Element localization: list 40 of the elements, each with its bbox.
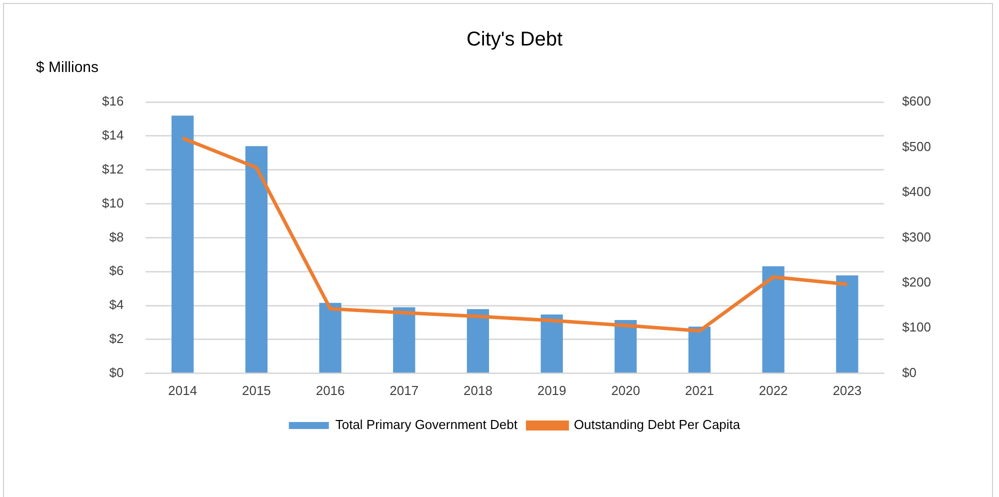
y2-tick-label: $200 (902, 274, 931, 290)
x-tick-label: 2019 (537, 382, 566, 398)
bar (319, 302, 342, 373)
x-tick-label: 2022 (758, 382, 788, 398)
x-tick-label: 2018 (464, 382, 492, 398)
bar (836, 275, 858, 373)
x-tick-label: 2023 (832, 382, 862, 398)
y-tick-label: $16 (102, 94, 124, 109)
chart-title: City's Debt (466, 28, 563, 51)
bar (393, 307, 416, 373)
y2-tick-label: $400 (902, 184, 931, 200)
bar (466, 309, 490, 373)
y2-tick-label: $600 (902, 94, 931, 109)
y2-tick-label: $0 (902, 364, 917, 380)
legend-label: Outstanding Debt Per Capita (574, 417, 741, 432)
y-tick-label: $8 (109, 229, 124, 244)
y-tick-label: $14 (102, 128, 124, 143)
y-tick-label: $2 (109, 331, 124, 346)
x-tick-label: 2021 (685, 382, 714, 398)
bar (172, 116, 194, 373)
y2-tick-label: $500 (902, 138, 931, 154)
x-tick-label: 2016 (316, 382, 345, 398)
x-tick-label: 2020 (611, 382, 640, 398)
bar (688, 326, 711, 373)
y-tick-label: $10 (102, 195, 124, 210)
bar (245, 146, 268, 373)
bar (540, 314, 563, 373)
bar (614, 320, 637, 373)
bar (762, 266, 784, 373)
x-tick-label: 2015 (242, 382, 271, 398)
legend-label: Total Primary Government Debt (335, 417, 518, 432)
y-tick-label: $0 (109, 364, 124, 380)
y-tick-label: $12 (102, 161, 124, 176)
y-tick-label: $6 (109, 263, 124, 278)
y-tick-label: $4 (109, 297, 124, 312)
y2-tick-label: $100 (902, 320, 931, 335)
x-tick-label: 2014 (168, 382, 198, 398)
y-axis-title: $ Millions (36, 59, 99, 76)
y2-tick-label: $300 (902, 229, 931, 244)
x-tick-label: 2017 (390, 382, 419, 398)
